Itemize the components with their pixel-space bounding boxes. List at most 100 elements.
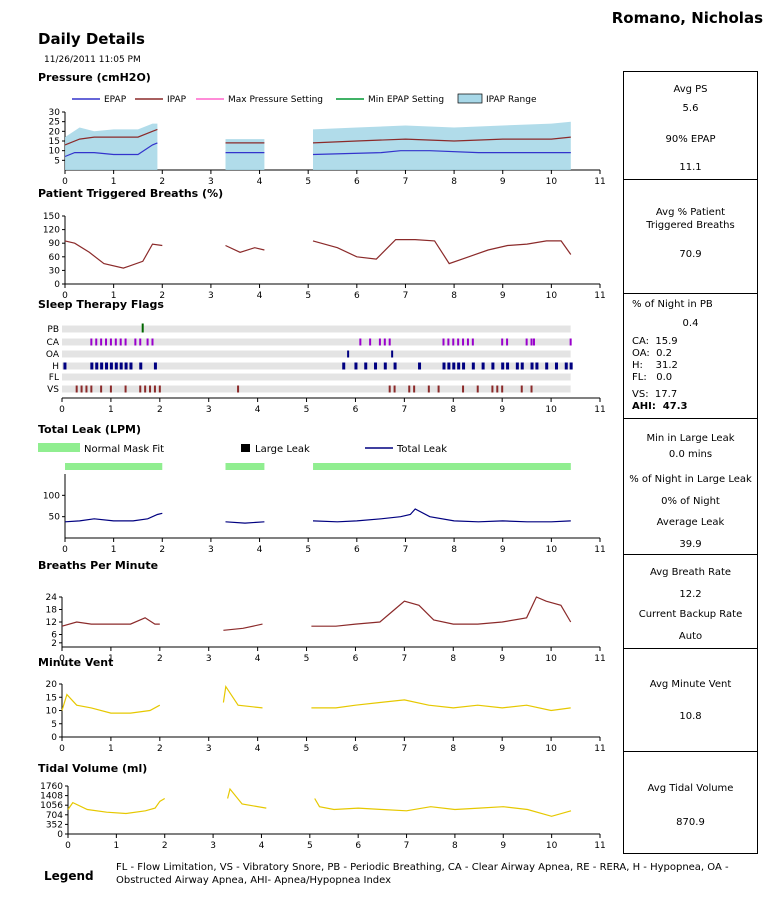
pressure-series-ipap <box>64 128 158 146</box>
triggered-series-triggered <box>64 240 163 269</box>
tidal-x-tick-label: 9 <box>500 841 506 851</box>
flags-event-vs <box>100 385 103 393</box>
triggered-x-tick-label: 1 <box>111 291 117 301</box>
flags-event-ca <box>569 338 572 346</box>
bpm-y-tick-label: 6 <box>51 631 57 641</box>
flags-event-h <box>457 362 461 370</box>
flags-event-h <box>442 362 446 370</box>
flags-event-ca <box>442 338 445 346</box>
tidal-x-tick-label: 10 <box>546 841 558 851</box>
triggered-x-tick-label: 9 <box>500 291 506 301</box>
leak-stats: Min in Large Leak 0.0 mins % of Night in… <box>624 419 757 555</box>
triggered-y-tick-label: 0 <box>54 280 60 290</box>
leak-x-tick-label: 9 <box>500 545 506 555</box>
minvent-title: Minute Vent <box>38 656 114 669</box>
flags-event-ca <box>525 338 528 346</box>
flags-event-h <box>109 362 113 370</box>
ahi-stat: AHI: 47.3 <box>632 401 688 412</box>
flags-event-vs <box>153 385 156 393</box>
triggered-y-tick-label: 120 <box>43 226 60 236</box>
flags-title: Sleep Therapy Flags <box>38 298 164 311</box>
minvent-x-tick-label: 6 <box>353 744 359 754</box>
flags-event-vs <box>158 385 161 393</box>
leak-x-tick-label: 6 <box>354 545 360 555</box>
flags-event-h <box>129 362 133 370</box>
leak-legend-label: Total Leak <box>396 444 447 455</box>
flags-event-h <box>100 362 104 370</box>
minvent-x-tick-label: 9 <box>499 744 505 754</box>
leak-legend-label: Normal Mask Fit <box>84 444 164 455</box>
pressure-legend-label: Min EPAP Setting <box>368 95 444 105</box>
flags-row-band <box>62 373 571 381</box>
tidal-y-tick-label: 704 <box>46 811 63 821</box>
pressure-legend-label: EPAP <box>104 95 127 105</box>
min-large-leak-label: Min in Large Leak <box>646 433 735 444</box>
bpm-x-tick-label: 8 <box>450 654 456 664</box>
patient-name: Romano, Nicholas <box>611 9 763 27</box>
flags-event-h <box>114 362 118 370</box>
minvent-y-tick-label: 5 <box>51 720 57 730</box>
bpm-y-tick-label: 24 <box>46 593 58 603</box>
flags-event-h <box>90 362 94 370</box>
flags-event-vs <box>408 385 411 393</box>
avg-minute-vent-value: 10.8 <box>679 711 702 722</box>
minvent-x-tick-label: 11 <box>594 744 605 754</box>
tidal-x-tick-label: 8 <box>452 841 458 851</box>
minvent-x-tick-label: 2 <box>157 744 163 754</box>
bpm-y-tick-label: 18 <box>46 606 58 616</box>
flags-event-ca <box>369 338 372 346</box>
flags-row-band <box>62 338 571 346</box>
flags-event-vs <box>85 385 88 393</box>
flags-event-h <box>63 362 67 370</box>
bpm-x-tick-label: 2 <box>157 654 163 664</box>
report-datetime: 11/26/2011 11:05 PM <box>44 55 141 65</box>
bpm-x-tick-label: 0 <box>59 654 65 664</box>
flags-stats: % of Night in PB 0.4 CA: 15.9 OA: 0.2 H:… <box>624 294 757 419</box>
pressure-x-tick-label: 0 <box>62 177 68 187</box>
minvent-y-tick-label: 15 <box>46 693 57 703</box>
leak-x-tick-label: 3 <box>208 545 214 555</box>
tidal-x-tick-label: 7 <box>404 841 410 851</box>
bpm-series-bpm <box>223 623 263 631</box>
flags-event-ca <box>466 338 469 346</box>
triggered-x-tick-label: 7 <box>403 291 409 301</box>
flags-x-tick-label: 5 <box>304 405 310 415</box>
flags-event-h <box>554 362 558 370</box>
flags-event-h <box>569 362 573 370</box>
leak-x-tick-label: 2 <box>159 545 165 555</box>
minvent-x-tick-label: 10 <box>545 744 557 754</box>
backup-rate-value: Auto <box>678 631 703 642</box>
flags-event-h <box>491 362 495 370</box>
triggered-stats: Avg % Patient Triggered Breaths 70.9 <box>624 180 757 294</box>
leak-mask-fit-bar <box>225 463 265 470</box>
tidal-y-tick-label: 0 <box>57 830 63 840</box>
flags-event-h <box>452 362 456 370</box>
leak-x-tick-label: 10 <box>546 545 558 555</box>
pressure-x-tick-label: 6 <box>354 177 360 187</box>
flags-x-tick-label: 8 <box>450 405 456 415</box>
leak-legend-swatch <box>38 443 80 452</box>
minvent-x-tick-label: 5 <box>304 744 310 754</box>
pressure-title: Pressure (cmH2O) <box>38 71 151 84</box>
leak-title: Total Leak (LPM) <box>38 423 141 436</box>
flags-event-vs <box>413 385 416 393</box>
flags-event-vs <box>496 385 499 393</box>
flags-x-tick-label: 9 <box>499 405 505 415</box>
flags-event-h <box>124 362 128 370</box>
pressure-y-tick-label: 20 <box>49 127 61 137</box>
pb-label: % of Night in PB <box>632 299 713 310</box>
flags-x-tick-label: 0 <box>59 405 65 415</box>
tidal-series-tidal-volume <box>314 798 572 817</box>
avg-leak-value: 39.9 <box>679 539 702 550</box>
min-large-leak-value: 0.0 mins <box>668 449 713 460</box>
tidal-x-tick-label: 3 <box>210 841 216 851</box>
flags-event-vs <box>237 385 240 393</box>
tidal-title: Tidal Volume (ml) <box>38 762 148 775</box>
pressure-series-ipap-range-area <box>225 139 265 170</box>
h-stat: H: 31.2 <box>632 360 678 371</box>
pressure-y-tick-label: 25 <box>49 118 60 128</box>
flags-event-ca <box>151 338 154 346</box>
tidal-y-tick-label: 1408 <box>40 792 63 802</box>
flags-event-h <box>530 362 534 370</box>
pressure-stats: Avg PS 5.6 90% EPAP 11.1 <box>624 72 757 180</box>
